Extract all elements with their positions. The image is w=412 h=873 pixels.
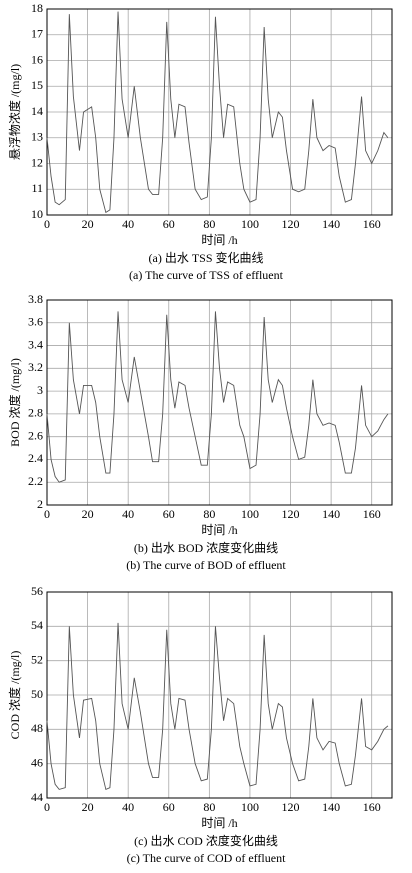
data-line xyxy=(46,11,389,214)
y-axis-label: COD 浓度 /(mg/l) xyxy=(7,651,22,740)
y-tick-label: 11 xyxy=(31,181,43,195)
caption-cn: (a) 出水 TSS 变化曲线 xyxy=(149,250,264,265)
y-axis-label: 悬浮物浓度 /(mg/l) xyxy=(7,64,22,160)
x-tick-label: 40 xyxy=(122,217,134,231)
x-tick-label: 40 xyxy=(122,800,134,814)
y-tick-label: 10 xyxy=(31,207,43,221)
x-tick-label: 40 xyxy=(122,507,134,521)
y-tick-label: 2.4 xyxy=(28,451,43,465)
x-tick-label: 0 xyxy=(44,507,50,521)
y-tick-label: 54 xyxy=(31,618,43,632)
x-tick-label: 160 xyxy=(363,507,381,521)
y-tick-label: 3.8 xyxy=(28,292,43,306)
y-tick-label: 12 xyxy=(31,155,43,169)
data-line xyxy=(46,311,389,483)
caption-cn: (b) 出水 BOD 浓度变化曲线 xyxy=(134,540,278,555)
y-tick-label: 2.8 xyxy=(28,406,43,420)
x-tick-label: 160 xyxy=(363,217,381,231)
x-tick-label: 120 xyxy=(282,800,300,814)
x-axis-label: 时间 /h xyxy=(201,233,237,247)
x-axis-label: 时间 /h xyxy=(201,816,237,830)
y-tick-label: 52 xyxy=(31,652,43,666)
plot-frame xyxy=(46,8,393,216)
data-line xyxy=(46,622,389,791)
x-tick-label: 140 xyxy=(322,507,340,521)
y-tick-label: 18 xyxy=(31,1,43,15)
x-tick-label: 60 xyxy=(163,217,175,231)
x-tick-label: 60 xyxy=(163,507,175,521)
x-tick-label: 20 xyxy=(82,800,94,814)
y-tick-label: 16 xyxy=(31,52,43,66)
x-tick-label: 80 xyxy=(203,217,215,231)
y-tick-label: 17 xyxy=(31,27,43,41)
x-tick-label: 140 xyxy=(322,800,340,814)
x-tick-label: 120 xyxy=(282,217,300,231)
x-tick-label: 100 xyxy=(241,217,259,231)
x-tick-label: 60 xyxy=(163,800,175,814)
plot-frame xyxy=(46,591,393,799)
y-tick-label: 2.2 xyxy=(28,474,43,488)
x-tick-label: 20 xyxy=(82,217,94,231)
x-tick-label: 0 xyxy=(44,217,50,231)
y-tick-label: 3.4 xyxy=(28,337,43,351)
y-tick-label: 50 xyxy=(31,687,43,701)
y-tick-label: 15 xyxy=(31,78,43,92)
plot-frame xyxy=(46,299,393,506)
x-tick-label: 20 xyxy=(82,507,94,521)
caption-cn: (c) 出水 COD 浓度变化曲线 xyxy=(134,833,278,848)
x-axis-label: 时间 /h xyxy=(201,523,237,537)
y-tick-label: 48 xyxy=(31,721,43,735)
x-tick-label: 140 xyxy=(322,217,340,231)
y-tick-label: 46 xyxy=(31,755,43,769)
y-tick-label: 3.2 xyxy=(28,360,43,374)
caption-en: (b) The curve of BOD of effluent xyxy=(126,558,286,572)
y-tick-label: 3 xyxy=(37,383,43,397)
x-tick-label: 80 xyxy=(203,507,215,521)
caption-en: (c) The curve of COD of effluent xyxy=(127,851,286,865)
y-tick-label: 44 xyxy=(31,790,43,804)
y-tick-label: 3.6 xyxy=(28,315,43,329)
x-tick-label: 100 xyxy=(241,507,259,521)
x-tick-label: 100 xyxy=(241,800,259,814)
y-tick-label: 2.6 xyxy=(28,428,43,442)
y-tick-label: 13 xyxy=(31,130,43,144)
x-tick-label: 0 xyxy=(44,800,50,814)
y-tick-label: 14 xyxy=(31,104,43,118)
x-tick-label: 80 xyxy=(203,800,215,814)
y-tick-label: 56 xyxy=(31,584,43,598)
x-tick-label: 120 xyxy=(282,507,300,521)
y-axis-label: BOD 浓度 /(mg/l) xyxy=(7,358,22,447)
y-tick-label: 2 xyxy=(37,497,43,511)
x-tick-label: 160 xyxy=(363,800,381,814)
caption-en: (a) The curve of TSS of effluent xyxy=(129,268,284,282)
